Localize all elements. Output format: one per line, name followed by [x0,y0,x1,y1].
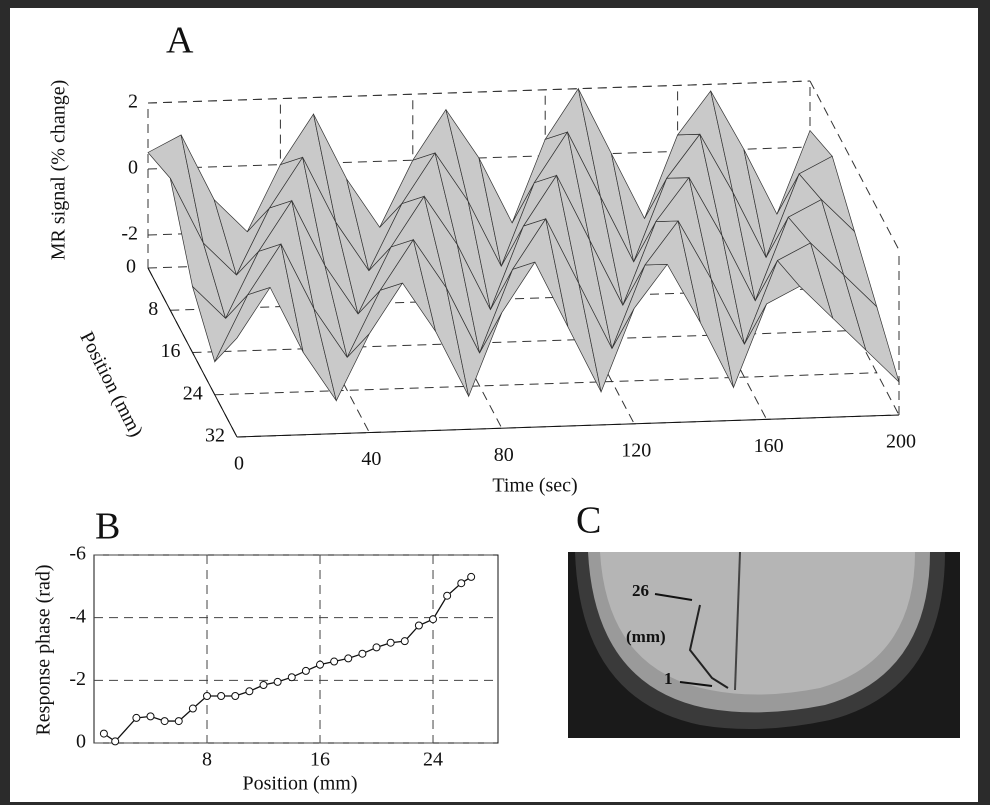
data-point [111,737,120,746]
z-tick-label: 2 [128,91,138,113]
data-point [188,704,197,713]
data-point [146,712,155,721]
x-tick-label: 24 [423,749,443,771]
grid-line [147,80,811,104]
data-point [99,729,108,738]
data-point [231,692,240,700]
y-tick-label: 24 [183,382,203,404]
data-point [245,687,254,696]
data-point [217,692,226,700]
data-point [259,681,268,690]
x-tick-label: 40 [361,448,381,470]
x-tick-label: 160 [754,435,784,457]
x-tick-label: 120 [621,439,651,461]
y-tick-label: 0 [76,731,86,753]
y-tick-label: 8 [148,298,158,320]
x-tick-label: 80 [494,444,514,466]
y-tick-label: -4 [69,605,86,627]
panel-label: C [576,500,601,542]
data-point [273,677,282,686]
y-tick-label: -6 [69,543,86,565]
data-point [429,615,438,624]
z-tick-label: 0 [128,157,138,179]
data-point [457,579,466,588]
axis [236,414,900,438]
x-axis-label: Time (sec) [492,475,577,497]
grid-line [214,372,877,396]
annotation: 26 [632,581,649,600]
x-tick-label: 8 [202,749,212,771]
x-tick-label: 200 [886,431,916,453]
y-tick-label: 32 [205,425,225,447]
data-point [443,591,452,600]
z-tick-label: -2 [121,223,138,245]
y-tick-label: 16 [161,340,181,362]
y-tick-label: -2 [69,668,86,690]
z-axis-label: MR signal (% change) [48,80,70,261]
data-point [160,717,169,726]
axis [147,267,238,438]
x-axis-label: Position (mm) [242,773,357,795]
data-point [358,649,367,658]
data-point [344,654,353,663]
data-point [316,660,325,669]
data-point [330,657,339,666]
data-point [301,666,310,675]
data-point [174,717,183,726]
data-point [467,572,476,581]
annotation: (mm) [626,627,666,646]
mri-image [568,551,960,738]
data-point [414,621,423,630]
surface-patch [842,273,900,384]
data-point [400,637,409,646]
x-tick-label: 16 [310,749,330,771]
data-point [132,713,141,722]
data-point [287,673,296,682]
y-tick-label: 0 [126,256,136,278]
box-edge [809,80,900,251]
data-point [372,643,381,652]
data-point [386,638,395,647]
x-tick-label: 0 [234,453,244,475]
panel-label: B [95,506,120,548]
y-axis-label: Response phase (rad) [33,564,55,735]
annotation: 1 [664,669,673,688]
data-point [203,692,212,700]
panel-label: A [166,20,194,62]
